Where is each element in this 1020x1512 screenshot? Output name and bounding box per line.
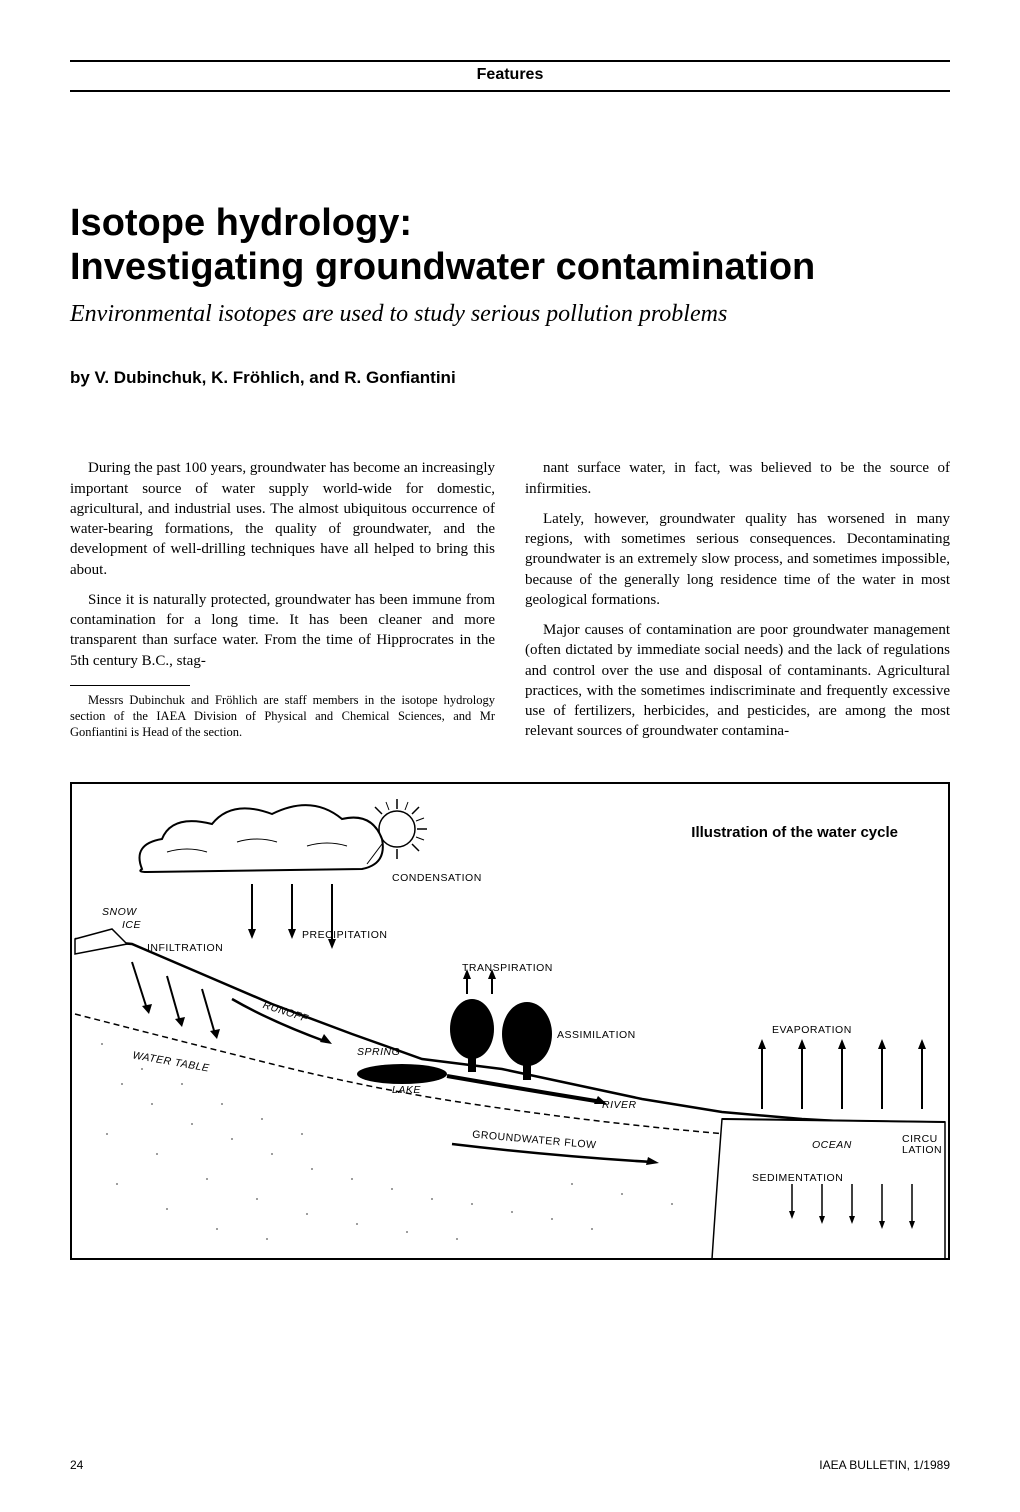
water-cycle-figure: Illustration of the water cycle [70,782,950,1260]
body-paragraph: nant surface water, in fact, was believe… [525,458,950,499]
title-line1: Isotope hydrology: [70,202,412,244]
label-evaporation: EVAPORATION [772,1024,852,1036]
body-paragraph: Lately, however, groundwater quality has… [525,509,950,610]
label-ocean: OCEAN [812,1139,852,1151]
body-columns: During the past 100 years, groundwater h… [70,458,950,751]
article-title: Isotope hydrology: Investigating groundw… [70,202,950,289]
body-paragraph: Since it is naturally protected, groundw… [70,590,495,671]
label-lake: LAKE [392,1084,421,1096]
article-subtitle: Environmental isotopes are used to study… [70,301,950,328]
footnote-separator [70,685,190,686]
label-precipitation: PRECIPITATION [302,929,387,941]
label-spring: SPRING [357,1046,400,1058]
body-paragraph: During the past 100 years, groundwater h… [70,458,495,580]
label-transpiration: TRANSPIRATION [462,962,553,974]
header-section: Features [70,66,950,92]
page-number: 24 [70,1458,83,1472]
section-label: Features [477,66,544,83]
header-rule-top [70,60,950,62]
label-assimilation: ASSIMILATION [557,1029,636,1041]
label-condensation: CONDENSATION [392,872,482,884]
water-cycle-diagram [72,784,948,1260]
infiltration-arrows [132,962,220,1039]
column-right: nant surface water, in fact, was believe… [525,458,950,751]
page-footer: 24 IAEA BULLETIN, 1/1989 [70,1458,950,1472]
label-circulation: CIRCU LATION [902,1134,942,1157]
bulletin-reference: IAEA BULLETIN, 1/1989 [819,1458,950,1472]
lake-shape [357,1064,447,1084]
footnote-text: Messrs Dubinchuk and Fröhlich are staff … [70,692,495,741]
label-ice: ICE [122,919,141,931]
column-left: During the past 100 years, groundwater h… [70,458,495,751]
article-byline: by V. Dubinchuk, K. Fröhlich, and R. Gon… [70,368,950,388]
body-paragraph: Major causes of contamination are poor g… [525,620,950,742]
label-sedimentation: SEDIMENTATION [752,1172,843,1184]
snow-cap [75,929,127,954]
evaporation-arrows [758,1039,926,1109]
label-infiltration: INFILTRATION [147,942,223,954]
cloud-icon [140,805,383,872]
label-river: RIVER [602,1099,637,1111]
title-line2: Investigating groundwater contamination [70,246,815,288]
label-snow: SNOW [102,906,137,918]
